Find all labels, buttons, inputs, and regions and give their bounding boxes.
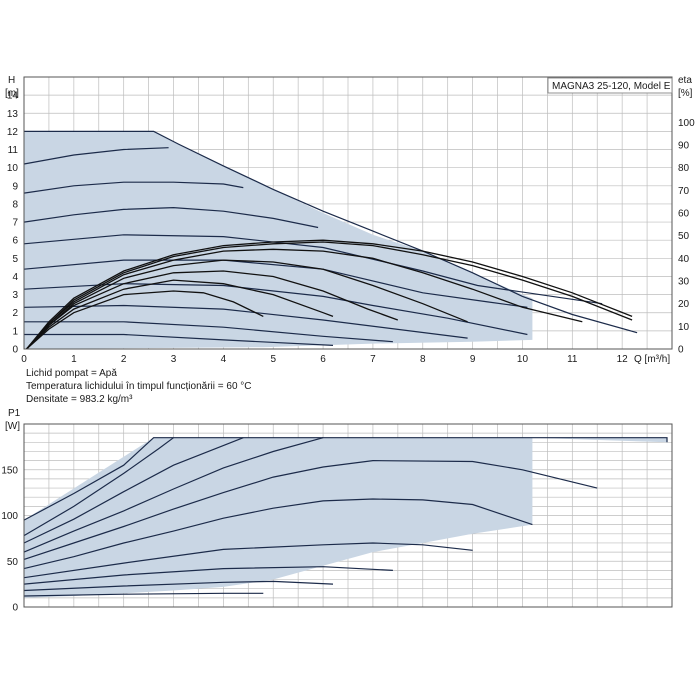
flow-x-ticks: 0 1 2 3 4 5 6 7 8 9 10 11 12 [21,354,628,365]
power-axis-label: P1 [8,408,21,419]
flow-tick-label: 12 [617,354,629,365]
power-curve-7 [23,566,393,585]
head-tick-label: 3 [12,290,18,301]
power-curve-5 [23,498,533,570]
info-line-fluid: Lichid pompat = Apă [26,368,117,379]
power-curve-9 [23,592,264,597]
flow-tick-label: 1 [71,354,77,365]
info-line-temperature: Temperatura lichidului în timpul funcțio… [26,381,252,392]
power-curve-3 [23,437,324,553]
eta-tick-label: 70 [678,186,690,197]
flow-tick-label: 7 [370,354,376,365]
head-tick-label: 5 [12,254,18,265]
head-curve-3 [23,206,319,229]
flow-tick-label: 2 [121,354,127,365]
flow-tick-label: 6 [320,354,326,365]
eta-curve-4 [26,270,399,350]
head-curve-2 [23,181,244,194]
eta-y-ticks: 0 10 20 30 40 50 60 70 80 90 100 [678,118,695,356]
power-curve-4 [23,459,598,560]
power-curve-2 [23,437,244,544]
eta-axis-unit: [%] [678,88,693,99]
eta-tick-label: 80 [678,163,690,174]
eta-tick-label: 0 [678,345,684,356]
flow-tick-label: 11 [567,354,578,365]
head-curve-9 [24,333,334,346]
head-curve-0 [24,130,638,334]
power-axis-unit: [W] [5,421,20,432]
head-region-shape [24,131,533,349]
eta-tick-label: 40 [678,254,690,265]
eta-tick-label: 100 [678,118,695,129]
chart-title-box [547,77,673,94]
flow-axis-label: Q [m³/h] [634,354,670,365]
head-operating-region [24,131,533,349]
head-tick-label: 11 [8,145,19,156]
head-tick-label: 2 [12,308,18,319]
power-tick-label: 0 [12,603,18,614]
flow-tick-label: 8 [420,354,426,365]
head-tick-label: 7 [12,218,18,229]
power-region-shape [24,437,667,598]
eta-axis-label: eta [678,75,692,86]
power-chart-frame [23,423,673,608]
head-tick-label: 13 [7,109,19,120]
eta-curve-0 [25,239,633,350]
flow-tick-label: 3 [171,354,177,365]
power-curve-1 [23,437,174,537]
power-curve-0 [23,437,668,521]
head-curve-8 [24,321,393,343]
head-tick-label: 14 [7,91,19,102]
eta-tick-label: 30 [678,277,690,288]
eta-tick-label: 50 [678,231,690,242]
head-tick-label: 10 [7,163,19,174]
head-tick-label: 0 [12,345,18,356]
eta-curve-3 [26,259,468,350]
eta-curve-5 [26,279,334,350]
power-operating-region [24,437,667,598]
head-curve-4 [23,234,603,305]
head-tick-label: 12 [7,127,19,138]
head-chart-frame [23,76,673,350]
power-curve-6 [23,542,473,579]
info-line-density: Densitate = 983.2 kg/m³ [26,394,133,405]
power-curve-8 [23,580,334,592]
flow-tick-label: 9 [470,354,476,365]
head-axis-label: H [8,75,15,86]
eta-tick-label: 10 [678,322,690,333]
power-curves [23,437,668,597]
efficiency-curves [25,239,633,350]
flow-tick-label: 0 [21,354,27,365]
power-tick-label: 100 [1,511,18,522]
power-y-ticks: 0 50 100 150 [1,465,18,613]
head-axis-unit: [m] [5,88,19,99]
eta-curve-1 [26,241,633,350]
flow-tick-label: 4 [221,354,227,365]
head-tick-label: 1 [12,326,18,337]
flow-tick-label: 10 [517,354,529,365]
head-tick-label: 8 [12,199,18,210]
eta-tick-label: 60 [678,209,690,220]
chart-title: MAGNA3 25-120, Model E [552,81,671,92]
head-curve-1 [23,147,169,165]
power-tick-label: 150 [1,465,18,476]
eta-tick-label: 90 [678,141,690,152]
head-tick-label: 6 [12,236,18,247]
power-tick-label: 50 [7,557,19,568]
eta-curve-6 [26,290,264,350]
eta-curve-2 [26,248,583,350]
flow-tick-label: 5 [270,354,276,365]
eta-tick-label: 20 [678,299,690,310]
head-tick-label: 9 [12,181,18,192]
head-tick-label: 4 [12,272,18,283]
